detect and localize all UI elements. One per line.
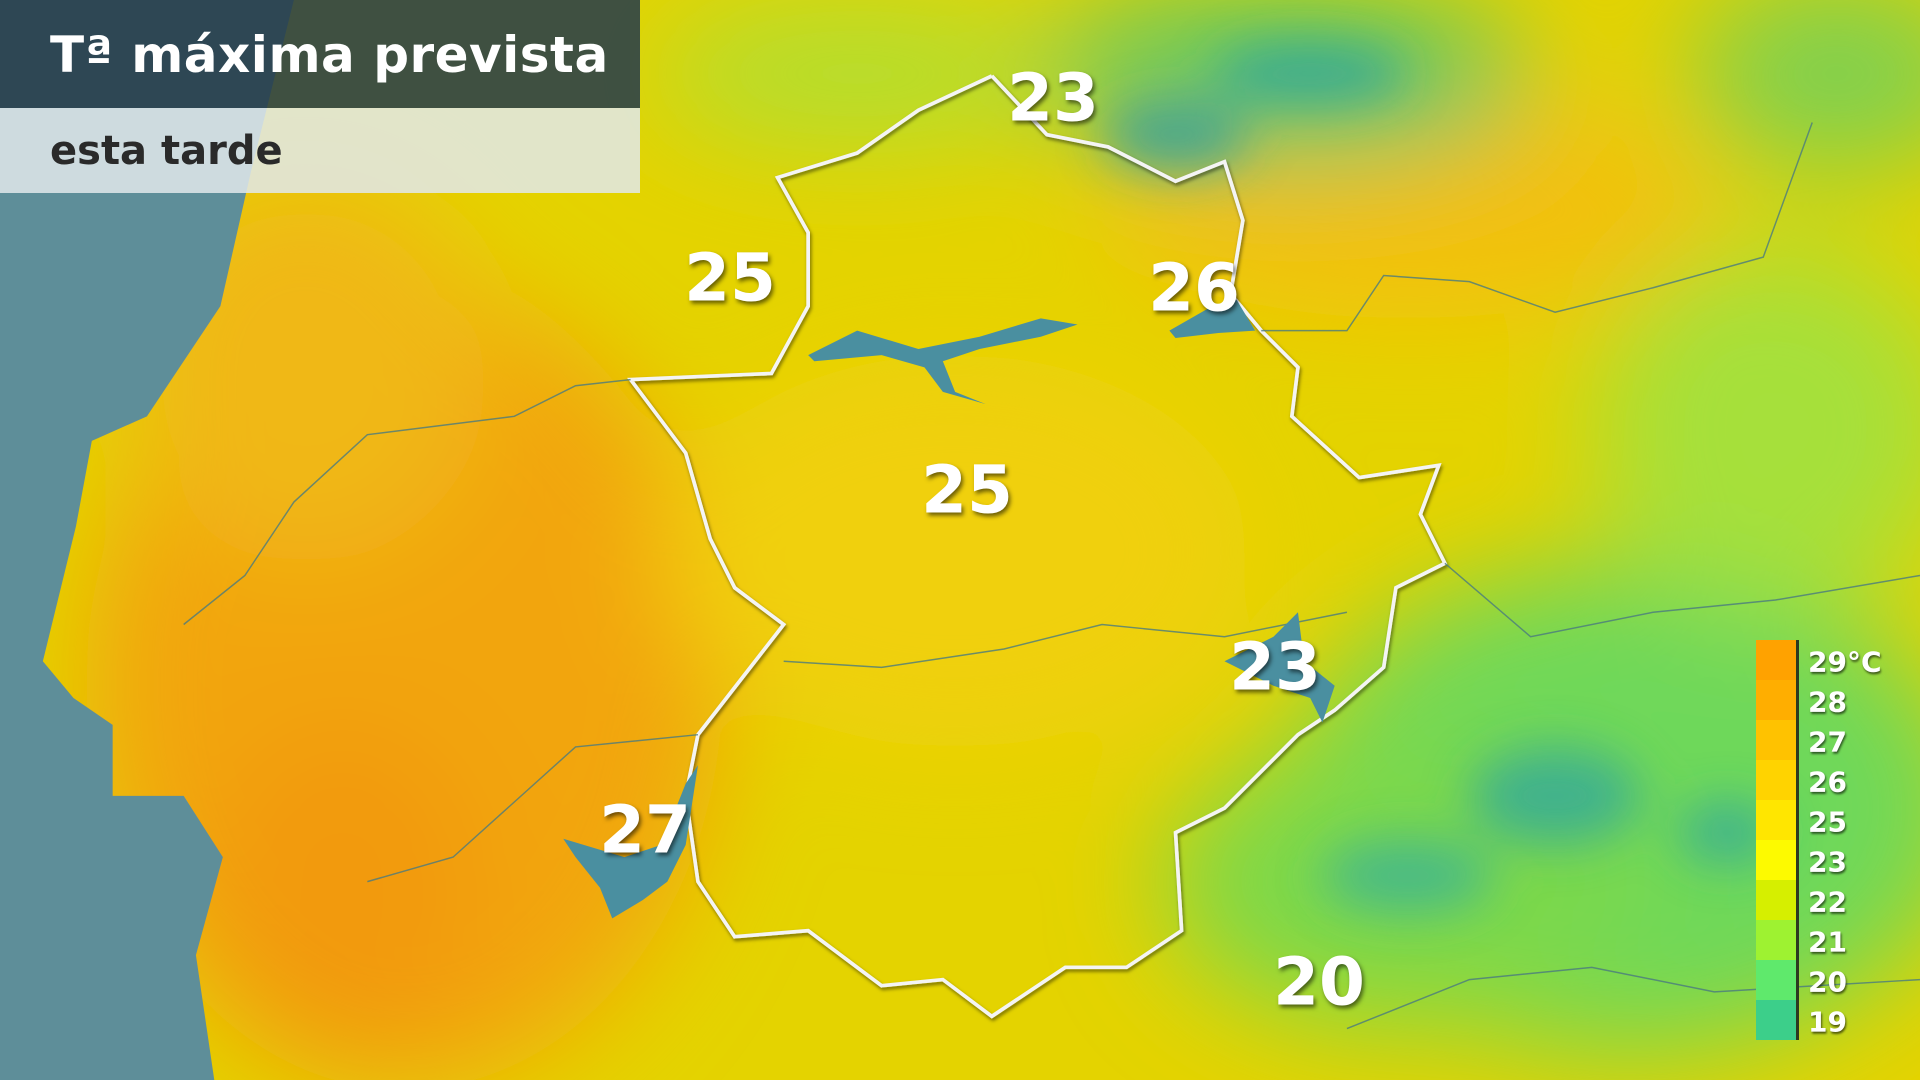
legend-swatch [1756, 680, 1796, 720]
map-subtitle: esta tarde [50, 128, 283, 174]
legend-swatch [1756, 760, 1796, 800]
subtitle-panel: esta tarde [0, 108, 640, 193]
legend-label: 25 [1808, 805, 1847, 839]
legend-swatch [1756, 920, 1796, 960]
legend-label: 26 [1808, 765, 1847, 799]
legend-label: 20 [1808, 965, 1847, 999]
reservoirs [563, 300, 1335, 919]
temperature-label: 23 [1229, 628, 1321, 706]
legend-swatch [1756, 880, 1796, 920]
legend-swatch [1756, 720, 1796, 760]
temperature-label: 20 [1273, 943, 1365, 1021]
temperature-label: 27 [599, 791, 691, 869]
temperature-label: 23 [1007, 59, 1099, 137]
map-title: Tª máxima prevista [50, 26, 609, 84]
legend-swatch [1756, 840, 1796, 880]
legend-swatch [1756, 800, 1796, 840]
legend-label: 27 [1808, 725, 1847, 759]
legend-swatch [1756, 1000, 1796, 1040]
temperature-label: 25 [921, 451, 1013, 529]
title-panel: Tª máxima prevista [0, 0, 640, 108]
legend-label: 19 [1808, 1005, 1847, 1039]
legend-label: 28 [1808, 685, 1847, 719]
color-legend [1756, 640, 1799, 1040]
legend-swatch [1756, 640, 1796, 680]
temperature-label: 25 [684, 239, 776, 317]
legend-label: 21 [1808, 925, 1847, 959]
legend-swatch [1756, 960, 1796, 1000]
legend-label: 29°C [1808, 645, 1882, 679]
temperature-label: 26 [1148, 249, 1240, 327]
legend-label: 23 [1808, 845, 1847, 879]
sea [0, 0, 294, 1080]
legend-label: 22 [1808, 885, 1847, 919]
